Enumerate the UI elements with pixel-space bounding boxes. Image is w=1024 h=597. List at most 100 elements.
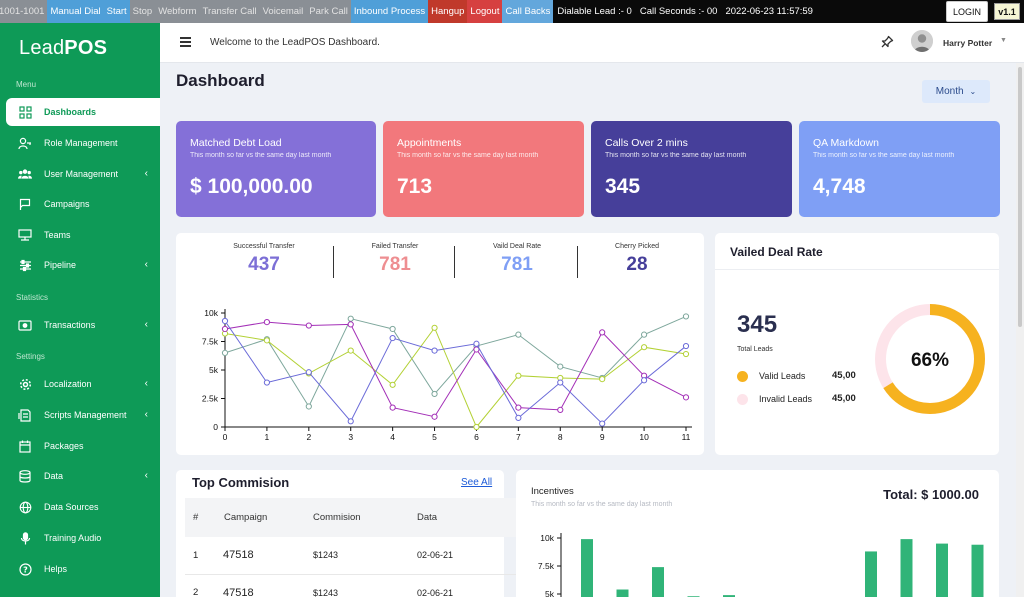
data-point[interactable] [389, 381, 396, 388]
bar[interactable] [971, 544, 984, 597]
data-point[interactable] [347, 418, 354, 425]
sidebar-item-campaigns[interactable]: Campaigns [6, 190, 160, 218]
toolbar-item-hangup[interactable]: Hangup [428, 0, 468, 23]
x-tick-label: 8 [558, 432, 563, 442]
sidebar-item-data[interactable]: Data ‹ [6, 462, 160, 490]
data-point[interactable] [557, 406, 564, 413]
data-point[interactable] [682, 394, 690, 401]
data-point[interactable] [221, 349, 229, 357]
data-point[interactable] [557, 379, 564, 386]
user-name[interactable]: Harry Potter [943, 38, 993, 48]
see-all-link[interactable]: See All [461, 477, 493, 488]
data-point[interactable] [473, 423, 480, 431]
bar[interactable] [936, 543, 948, 597]
toolbar-item-manual-dial[interactable]: Manual Dial [47, 0, 104, 23]
data-point[interactable] [263, 319, 271, 326]
stat-card-matched-debt-load[interactable]: Matched Debt Load This month so far vs th… [176, 121, 376, 217]
data-point[interactable] [682, 342, 690, 350]
sidebar-item-teams[interactable]: Teams [6, 221, 160, 249]
stat-card-appointments[interactable]: Appointments This month so far vs the sam… [383, 121, 584, 217]
sidebar-item-role-management[interactable]: Role Management [6, 129, 160, 157]
data-point[interactable] [305, 369, 312, 376]
data-point[interactable] [263, 337, 271, 344]
data-point[interactable] [431, 347, 438, 354]
data-point[interactable] [431, 413, 438, 420]
data-point[interactable] [473, 346, 480, 353]
data-point[interactable] [305, 403, 312, 410]
data-point[interactable] [221, 325, 229, 333]
pin-icon[interactable] [880, 35, 894, 54]
data-point[interactable] [557, 363, 564, 370]
stat-card-calls-over-2-mins[interactable]: Calls Over 2 mins This month so far vs th… [591, 121, 792, 217]
gear-icon [18, 377, 32, 391]
data-point[interactable] [515, 414, 522, 421]
bar[interactable] [900, 539, 913, 597]
x-tick-label: 5 [432, 432, 437, 442]
stat-card-qa-markdown[interactable]: QA Markdown This month so far vs the same… [799, 121, 1000, 217]
period-dropdown[interactable]: Month ⌄ [922, 80, 990, 103]
data-point[interactable] [305, 322, 312, 329]
sidebar-item-localization[interactable]: Localization ‹ [6, 370, 160, 398]
toolbar-item-stop[interactable]: Stop [129, 0, 156, 23]
data-point[interactable] [599, 420, 606, 427]
bar[interactable] [581, 539, 593, 597]
bar[interactable] [652, 567, 664, 597]
data-point[interactable] [599, 376, 606, 383]
data-point[interactable] [640, 344, 648, 351]
sidebar-item-helps[interactable]: ? Helps [6, 555, 160, 583]
sidebar-item-dashboards[interactable]: Dashboards [6, 98, 160, 126]
data-point[interactable] [347, 315, 354, 322]
app-logo[interactable]: LeadPOS [19, 37, 108, 59]
data-point[interactable] [431, 324, 438, 331]
sidebar-item-user-management[interactable]: User Management ‹ [6, 160, 160, 188]
data-point[interactable] [640, 377, 648, 384]
data-point[interactable] [682, 313, 690, 320]
data-point[interactable] [389, 334, 396, 342]
toolbar-item-transfer-call[interactable]: Transfer Call [199, 0, 260, 23]
user-menu-chevron-icon[interactable]: ▼ [1000, 37, 1007, 44]
sidebar-item-pipeline[interactable]: Pipeline ‹ [6, 251, 160, 279]
login-button[interactable]: LOGIN [946, 1, 988, 22]
sidebar-item-label: Packages [44, 441, 84, 451]
data-point[interactable] [473, 340, 480, 347]
data-point[interactable] [263, 379, 271, 386]
hamburger-menu-icon[interactable] [180, 37, 191, 47]
toolbar-item-park-call[interactable]: Park Call [306, 0, 351, 23]
table-cell: 2 [185, 574, 223, 597]
data-point[interactable] [682, 350, 690, 358]
data-point[interactable] [515, 331, 522, 338]
data-point[interactable] [347, 321, 354, 328]
sidebar-item-training-audio[interactable]: Training Audio [6, 524, 160, 552]
incentives-panel: Incentives This month so far vs the same… [516, 470, 999, 597]
toolbar-item-voicemail[interactable]: Voicemail [259, 0, 307, 23]
toolbar-item-logout[interactable]: Logout [467, 0, 503, 23]
sidebar-item-data-sources[interactable]: Data Sources [6, 493, 160, 521]
grid-icon [18, 105, 32, 119]
table-cell: $1243 [313, 537, 417, 575]
data-point[interactable] [389, 325, 396, 333]
data-point[interactable] [599, 329, 606, 336]
toolbar-item-webform[interactable]: Webform [155, 0, 200, 23]
toolbar-item-1001-1001[interactable]: 1001-1001 [0, 0, 48, 23]
data-point[interactable] [515, 372, 522, 379]
toolbar-item-inbound-process[interactable]: Inbound Process [350, 0, 429, 23]
bar[interactable] [616, 589, 629, 597]
data-point[interactable] [515, 404, 522, 411]
data-point[interactable] [347, 347, 354, 354]
data-point[interactable] [389, 404, 396, 411]
column-header[interactable]: Campaign [223, 498, 313, 537]
column-header[interactable]: Commision [313, 498, 417, 537]
avatar[interactable] [911, 30, 933, 52]
data-point[interactable] [221, 317, 229, 325]
column-header[interactable]: # [185, 498, 223, 537]
bar[interactable] [723, 595, 735, 597]
data-point[interactable] [640, 331, 648, 338]
page-scrollbar[interactable] [1016, 63, 1024, 597]
sidebar-item-packages[interactable]: Packages [6, 432, 160, 460]
toolbar-item-call-backs[interactable]: Call Backs [502, 0, 554, 23]
toolbar-item-start[interactable]: Start [103, 0, 130, 23]
sidebar-item-transactions[interactable]: Transactions ‹ [6, 311, 160, 339]
bar[interactable] [865, 551, 877, 597]
data-point[interactable] [431, 390, 438, 398]
sidebar-item-scripts-management[interactable]: Scripts Management ‹ [6, 401, 160, 429]
